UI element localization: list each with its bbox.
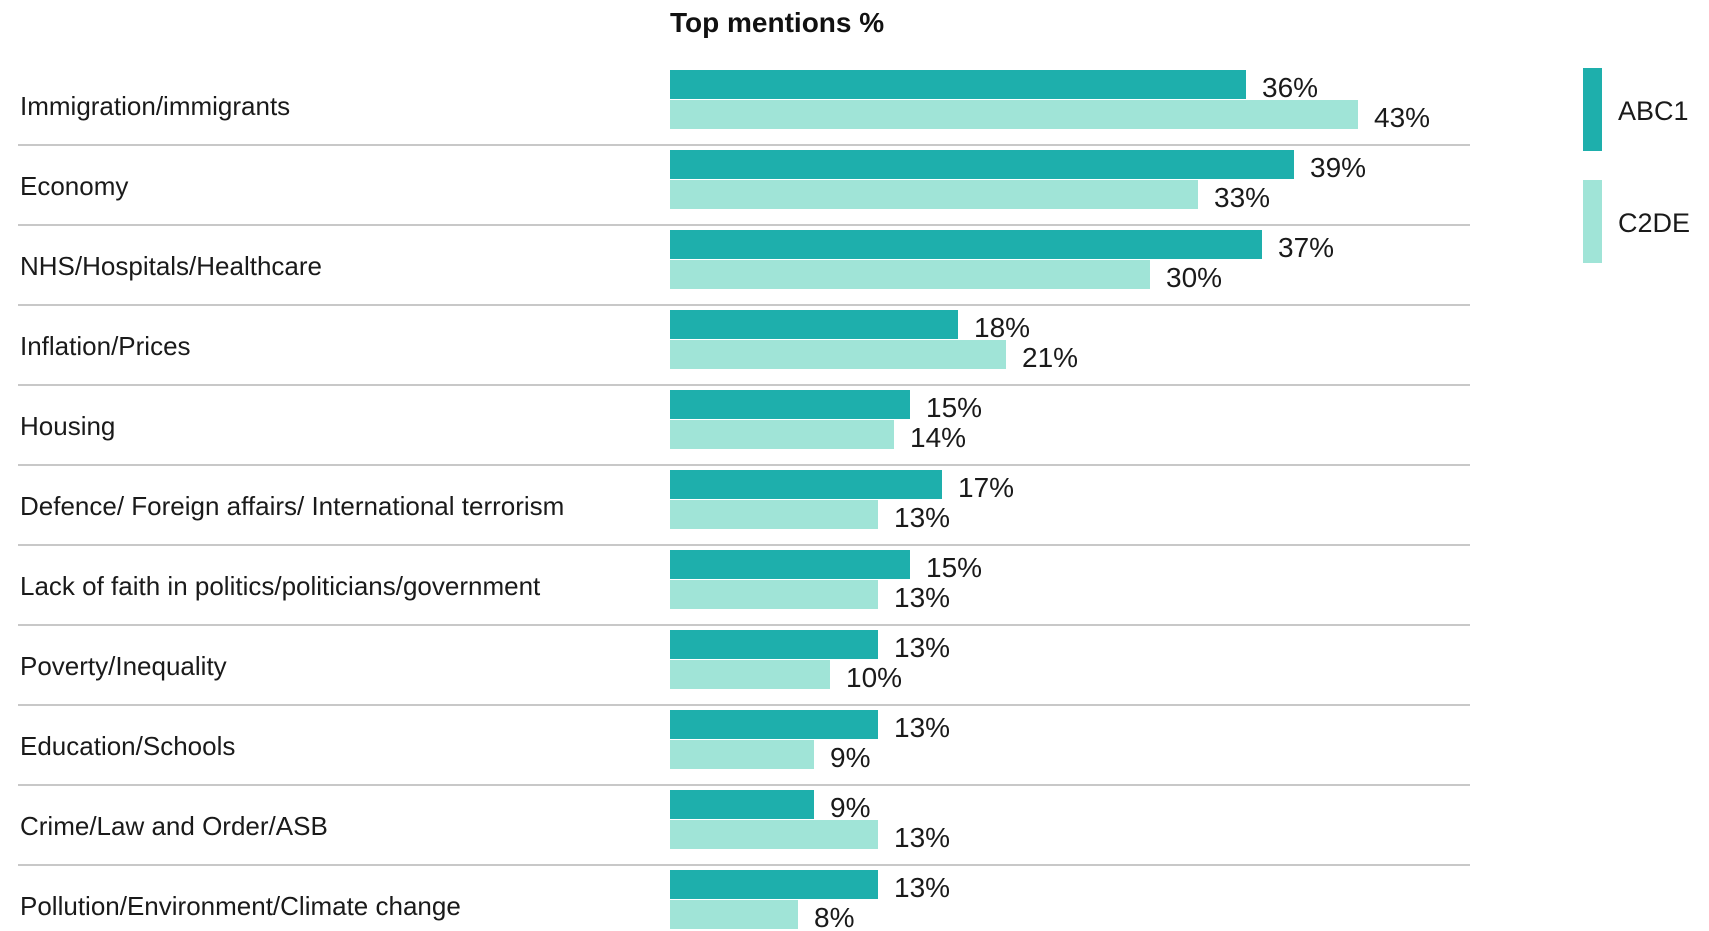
bar-c2de (670, 820, 878, 849)
data-label-abc1: 39% (1310, 152, 1366, 183)
bar-c2de (670, 500, 878, 529)
category-label: Housing (20, 411, 115, 441)
category-label: Poverty/Inequality (20, 651, 227, 681)
data-label-abc1: 17% (958, 472, 1014, 503)
bar-c2de (670, 900, 798, 929)
category-label: Lack of faith in politics/politicians/go… (20, 571, 541, 601)
chart-row: Economy 39% 33% (18, 150, 1470, 226)
data-label-c2de: 33% (1214, 182, 1270, 213)
data-label-abc1: 18% (974, 312, 1030, 343)
data-label-c2de: 13% (894, 502, 950, 533)
legend-label-c2de: C2DE (1618, 208, 1690, 238)
category-label: Education/Schools (20, 731, 235, 761)
chart-row: Defence/ Foreign affairs/ International … (18, 470, 1470, 546)
chart-title: Top mentions % (670, 7, 884, 38)
data-label-c2de: 9% (830, 742, 870, 773)
data-label-c2de: 13% (894, 582, 950, 613)
bar-abc1 (670, 630, 878, 659)
category-label: Economy (20, 171, 128, 201)
data-label-abc1: 15% (926, 392, 982, 423)
bar-abc1 (670, 710, 878, 739)
data-label-abc1: 13% (894, 872, 950, 903)
bar-c2de (670, 580, 878, 609)
chart-row: Immigration/immigrants 36% 43% (18, 70, 1470, 146)
data-label-abc1: 13% (894, 712, 950, 743)
chart-row: Inflation/Prices 18%21% (18, 310, 1470, 386)
bar-abc1 (670, 470, 942, 499)
bar-c2de (670, 180, 1198, 209)
category-label: Crime/Law and Order/ASB (20, 811, 328, 841)
bar-c2de (670, 100, 1358, 129)
legend-swatch-abc1 (1583, 68, 1602, 151)
data-label-c2de: 14% (910, 422, 966, 453)
bar-c2de (670, 660, 830, 689)
data-label-abc1: 36% (1262, 72, 1318, 103)
chart-row: Housing 15%14% (18, 390, 1470, 466)
category-label: Inflation/Prices (20, 331, 191, 361)
data-label-abc1: 37% (1278, 232, 1334, 263)
chart-row: Lack of faith in politics/politicians/go… (18, 550, 1470, 626)
data-label-c2de: 43% (1374, 102, 1430, 133)
bar-abc1 (670, 790, 814, 819)
category-label: Immigration/immigrants (20, 91, 290, 121)
chart-row: Poverty/Inequality 13%10% (18, 630, 1470, 706)
bar-abc1 (670, 150, 1294, 179)
chart-row: Pollution/Environment/Climate change 13% 8… (20, 870, 950, 931)
data-label-c2de: 13% (894, 822, 950, 853)
chart-row: NHS/Hospitals/Healthcare 37% 30% (18, 230, 1470, 306)
bar-abc1 (670, 550, 910, 579)
data-label-c2de: 30% (1166, 262, 1222, 293)
data-label-abc1: 15% (926, 552, 982, 583)
chart-rows: Immigration/immigrants 36% 43% Economy 39% 33… (18, 70, 1470, 931)
data-label-c2de: 8% (814, 902, 854, 931)
data-label-c2de: 21% (1022, 342, 1078, 373)
category-label: Defence/ Foreign affairs/ International … (20, 491, 564, 521)
data-label-abc1: 9% (830, 792, 870, 823)
bar-abc1 (670, 310, 958, 339)
bar-c2de (670, 740, 814, 769)
data-label-abc1: 13% (894, 632, 950, 663)
bar-abc1 (670, 230, 1262, 259)
bar-c2de (670, 420, 894, 449)
bar-c2de (670, 260, 1150, 289)
category-label: NHS/Hospitals/Healthcare (20, 251, 322, 281)
bar-abc1 (670, 390, 910, 419)
bar-abc1 (670, 70, 1246, 99)
bar-abc1 (670, 870, 878, 899)
category-label: Pollution/Environment/Climate change (20, 891, 461, 921)
chart-row: Crime/Law and Order/ASB 9% 13% (18, 790, 1470, 866)
chart-row: Education/Schools 13% 9% (18, 710, 1470, 786)
data-label-c2de: 10% (846, 662, 902, 693)
legend-swatch-c2de (1583, 180, 1602, 263)
bar-c2de (670, 340, 1006, 369)
legend-label-abc1: ABC1 (1618, 96, 1689, 126)
legend: ABC1 C2DE (1583, 68, 1690, 263)
